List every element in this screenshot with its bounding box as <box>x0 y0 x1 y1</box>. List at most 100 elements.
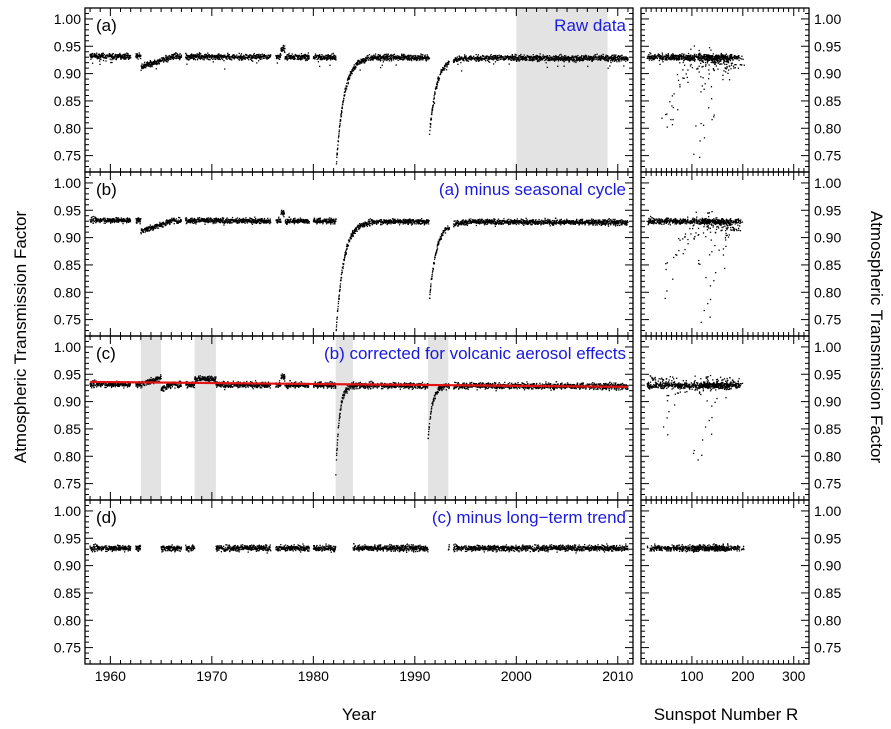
point-b <box>106 221 108 223</box>
point-a <box>259 58 262 60</box>
point-a <box>434 88 437 90</box>
point-a <box>384 53 386 56</box>
point-a <box>279 55 281 57</box>
point-a <box>331 53 333 55</box>
point-a <box>266 56 269 58</box>
point-a <box>514 56 516 58</box>
point-a <box>477 57 479 59</box>
sunspot-point-a <box>717 62 719 65</box>
point-b <box>120 217 122 219</box>
point-a <box>604 55 607 58</box>
point-a <box>316 58 318 61</box>
point-a <box>300 55 302 58</box>
point-a <box>339 120 342 122</box>
sunspot-point-a <box>701 55 703 58</box>
point-b <box>219 221 221 223</box>
sunspot-point-a <box>733 54 736 57</box>
point-a <box>514 55 516 57</box>
point-b <box>146 229 148 231</box>
sunspot-point-a <box>689 65 692 67</box>
point-a <box>374 57 376 59</box>
point-a <box>538 59 540 61</box>
point-a <box>526 58 528 61</box>
point-a <box>499 57 501 59</box>
point-a <box>209 59 211 61</box>
sunspot-point-a <box>694 58 696 61</box>
sunspot-point-a <box>739 63 741 66</box>
point-a <box>394 57 396 59</box>
point-a <box>406 56 408 58</box>
point-a <box>438 78 441 80</box>
point-a <box>416 57 419 59</box>
point-a <box>431 108 433 110</box>
point-a <box>613 58 615 60</box>
point-a <box>198 57 201 59</box>
sunspot-point-b <box>695 222 697 224</box>
point-a <box>533 59 536 61</box>
point-b <box>166 219 168 221</box>
point-a <box>180 55 182 57</box>
point-a <box>105 60 107 62</box>
point-a <box>615 56 617 58</box>
point-a <box>284 47 286 50</box>
point-a <box>387 55 389 58</box>
point-a <box>291 55 293 57</box>
sunspot-point-a <box>725 58 727 60</box>
point-a <box>190 57 192 59</box>
point-a <box>388 56 390 58</box>
point-a <box>287 54 290 56</box>
point-a <box>579 56 581 59</box>
point-a <box>359 62 362 64</box>
point-b <box>96 219 98 222</box>
point-a <box>349 76 351 78</box>
point-a <box>339 118 342 121</box>
point-a <box>396 58 398 60</box>
point-b <box>109 220 111 222</box>
sunspot-point-a <box>714 63 716 65</box>
point-a <box>319 56 321 58</box>
point-b <box>253 219 255 221</box>
point-a <box>104 56 106 58</box>
point-a <box>384 58 386 60</box>
point-a <box>498 57 500 59</box>
sunspot-point-a <box>661 56 664 58</box>
point-a <box>540 58 543 60</box>
point-b <box>136 222 138 224</box>
point-a <box>301 57 303 59</box>
point-b <box>164 223 167 225</box>
point-a <box>591 60 593 62</box>
point-a <box>546 56 548 58</box>
point-b <box>255 218 257 220</box>
point-b <box>127 218 129 220</box>
sunspot-point-a <box>665 55 667 58</box>
point-b <box>218 218 220 221</box>
point-a <box>119 52 121 55</box>
sunspot-point-a <box>727 72 729 75</box>
point-a <box>101 54 103 57</box>
point-a <box>614 59 616 62</box>
sunspot-point-a <box>724 67 727 70</box>
point-a <box>109 58 111 60</box>
sunspot-point-b <box>717 227 720 229</box>
point-a <box>345 88 348 90</box>
point-a <box>559 58 561 61</box>
sunspot-point-a <box>669 58 671 61</box>
point-a <box>499 58 502 61</box>
sunspot-point-a <box>727 60 729 62</box>
point-a <box>445 62 447 65</box>
point-a <box>173 56 175 59</box>
point-a <box>496 55 498 58</box>
point-a <box>202 57 204 60</box>
point-a <box>224 68 226 70</box>
point-a <box>319 58 322 60</box>
sunspot-point-a <box>713 114 715 116</box>
point-b <box>146 226 148 228</box>
sunspot-point-a <box>716 58 718 61</box>
point-a <box>319 54 321 56</box>
point-a <box>375 55 377 57</box>
point-a <box>112 57 114 59</box>
point-a <box>544 59 546 62</box>
sunspot-point-a <box>709 55 711 57</box>
sunspot-point-b <box>738 219 741 222</box>
point-a <box>256 54 258 56</box>
